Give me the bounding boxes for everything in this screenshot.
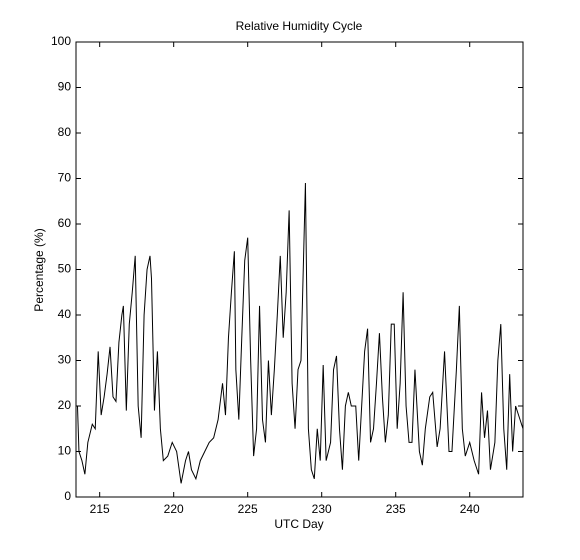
y-tick-label: 80 [58,125,72,139]
y-tick-label: 100 [51,34,71,48]
x-tick-label: 225 [238,502,258,516]
y-tick-label: 70 [58,171,72,185]
x-tick-label: 240 [460,502,480,516]
y-tick-label: 90 [58,80,72,94]
y-axis-label: Percentage (%) [32,228,46,311]
y-tick-label: 20 [58,398,72,412]
x-tick-label: 230 [312,502,332,516]
y-tick-label: 40 [58,307,72,321]
x-tick-label: 215 [90,502,110,516]
x-tick-label: 235 [386,502,406,516]
y-tick-label: 50 [58,262,72,276]
x-tick-label: 220 [164,502,184,516]
y-tick-label: 30 [58,353,72,367]
y-tick-label: 60 [58,216,72,230]
y-tick-label: 0 [64,489,71,503]
y-tick-label: 10 [58,444,72,458]
data-line [76,183,524,484]
x-axis-label: UTC Day [274,517,323,531]
chart-title: Relative Humidity Cycle [236,19,363,33]
